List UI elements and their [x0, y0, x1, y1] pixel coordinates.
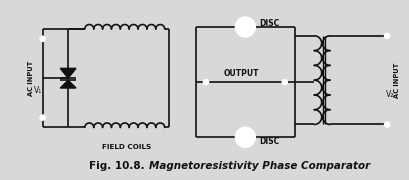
Circle shape [282, 80, 287, 85]
Text: V₂: V₂ [385, 90, 393, 99]
Text: V₁: V₁ [34, 86, 42, 94]
Text: OUTPUT: OUTPUT [223, 69, 258, 78]
Circle shape [384, 33, 389, 38]
Circle shape [235, 17, 254, 37]
Circle shape [40, 36, 45, 41]
Polygon shape [60, 80, 76, 88]
Text: AC INPUT: AC INPUT [28, 60, 34, 96]
Text: DISC: DISC [258, 19, 279, 28]
Text: FIELD COILS: FIELD COILS [101, 144, 151, 150]
Circle shape [235, 127, 254, 147]
Text: Fig. 10.8.: Fig. 10.8. [88, 161, 144, 171]
Text: DISC: DISC [258, 137, 279, 146]
Text: Magnetoresistivity Phase Comparator: Magnetoresistivity Phase Comparator [148, 161, 369, 171]
Text: AC INPUT: AC INPUT [393, 62, 399, 98]
Circle shape [40, 115, 45, 120]
Polygon shape [60, 68, 76, 78]
Circle shape [384, 122, 389, 127]
Circle shape [203, 80, 208, 85]
